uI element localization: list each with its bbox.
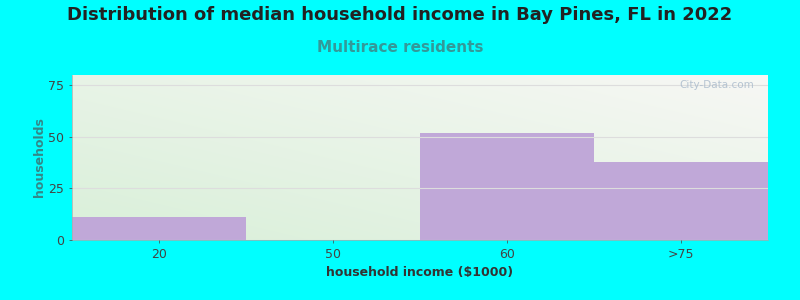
Bar: [420, 133, 594, 240]
Text: City-Data.com: City-Data.com: [679, 80, 754, 90]
Text: Multirace residents: Multirace residents: [317, 40, 483, 56]
X-axis label: household income ($1000): household income ($1000): [326, 266, 514, 279]
Bar: [72, 217, 246, 240]
Text: Distribution of median household income in Bay Pines, FL in 2022: Distribution of median household income …: [67, 6, 733, 24]
Y-axis label: households: households: [33, 118, 46, 197]
Bar: [594, 162, 768, 240]
